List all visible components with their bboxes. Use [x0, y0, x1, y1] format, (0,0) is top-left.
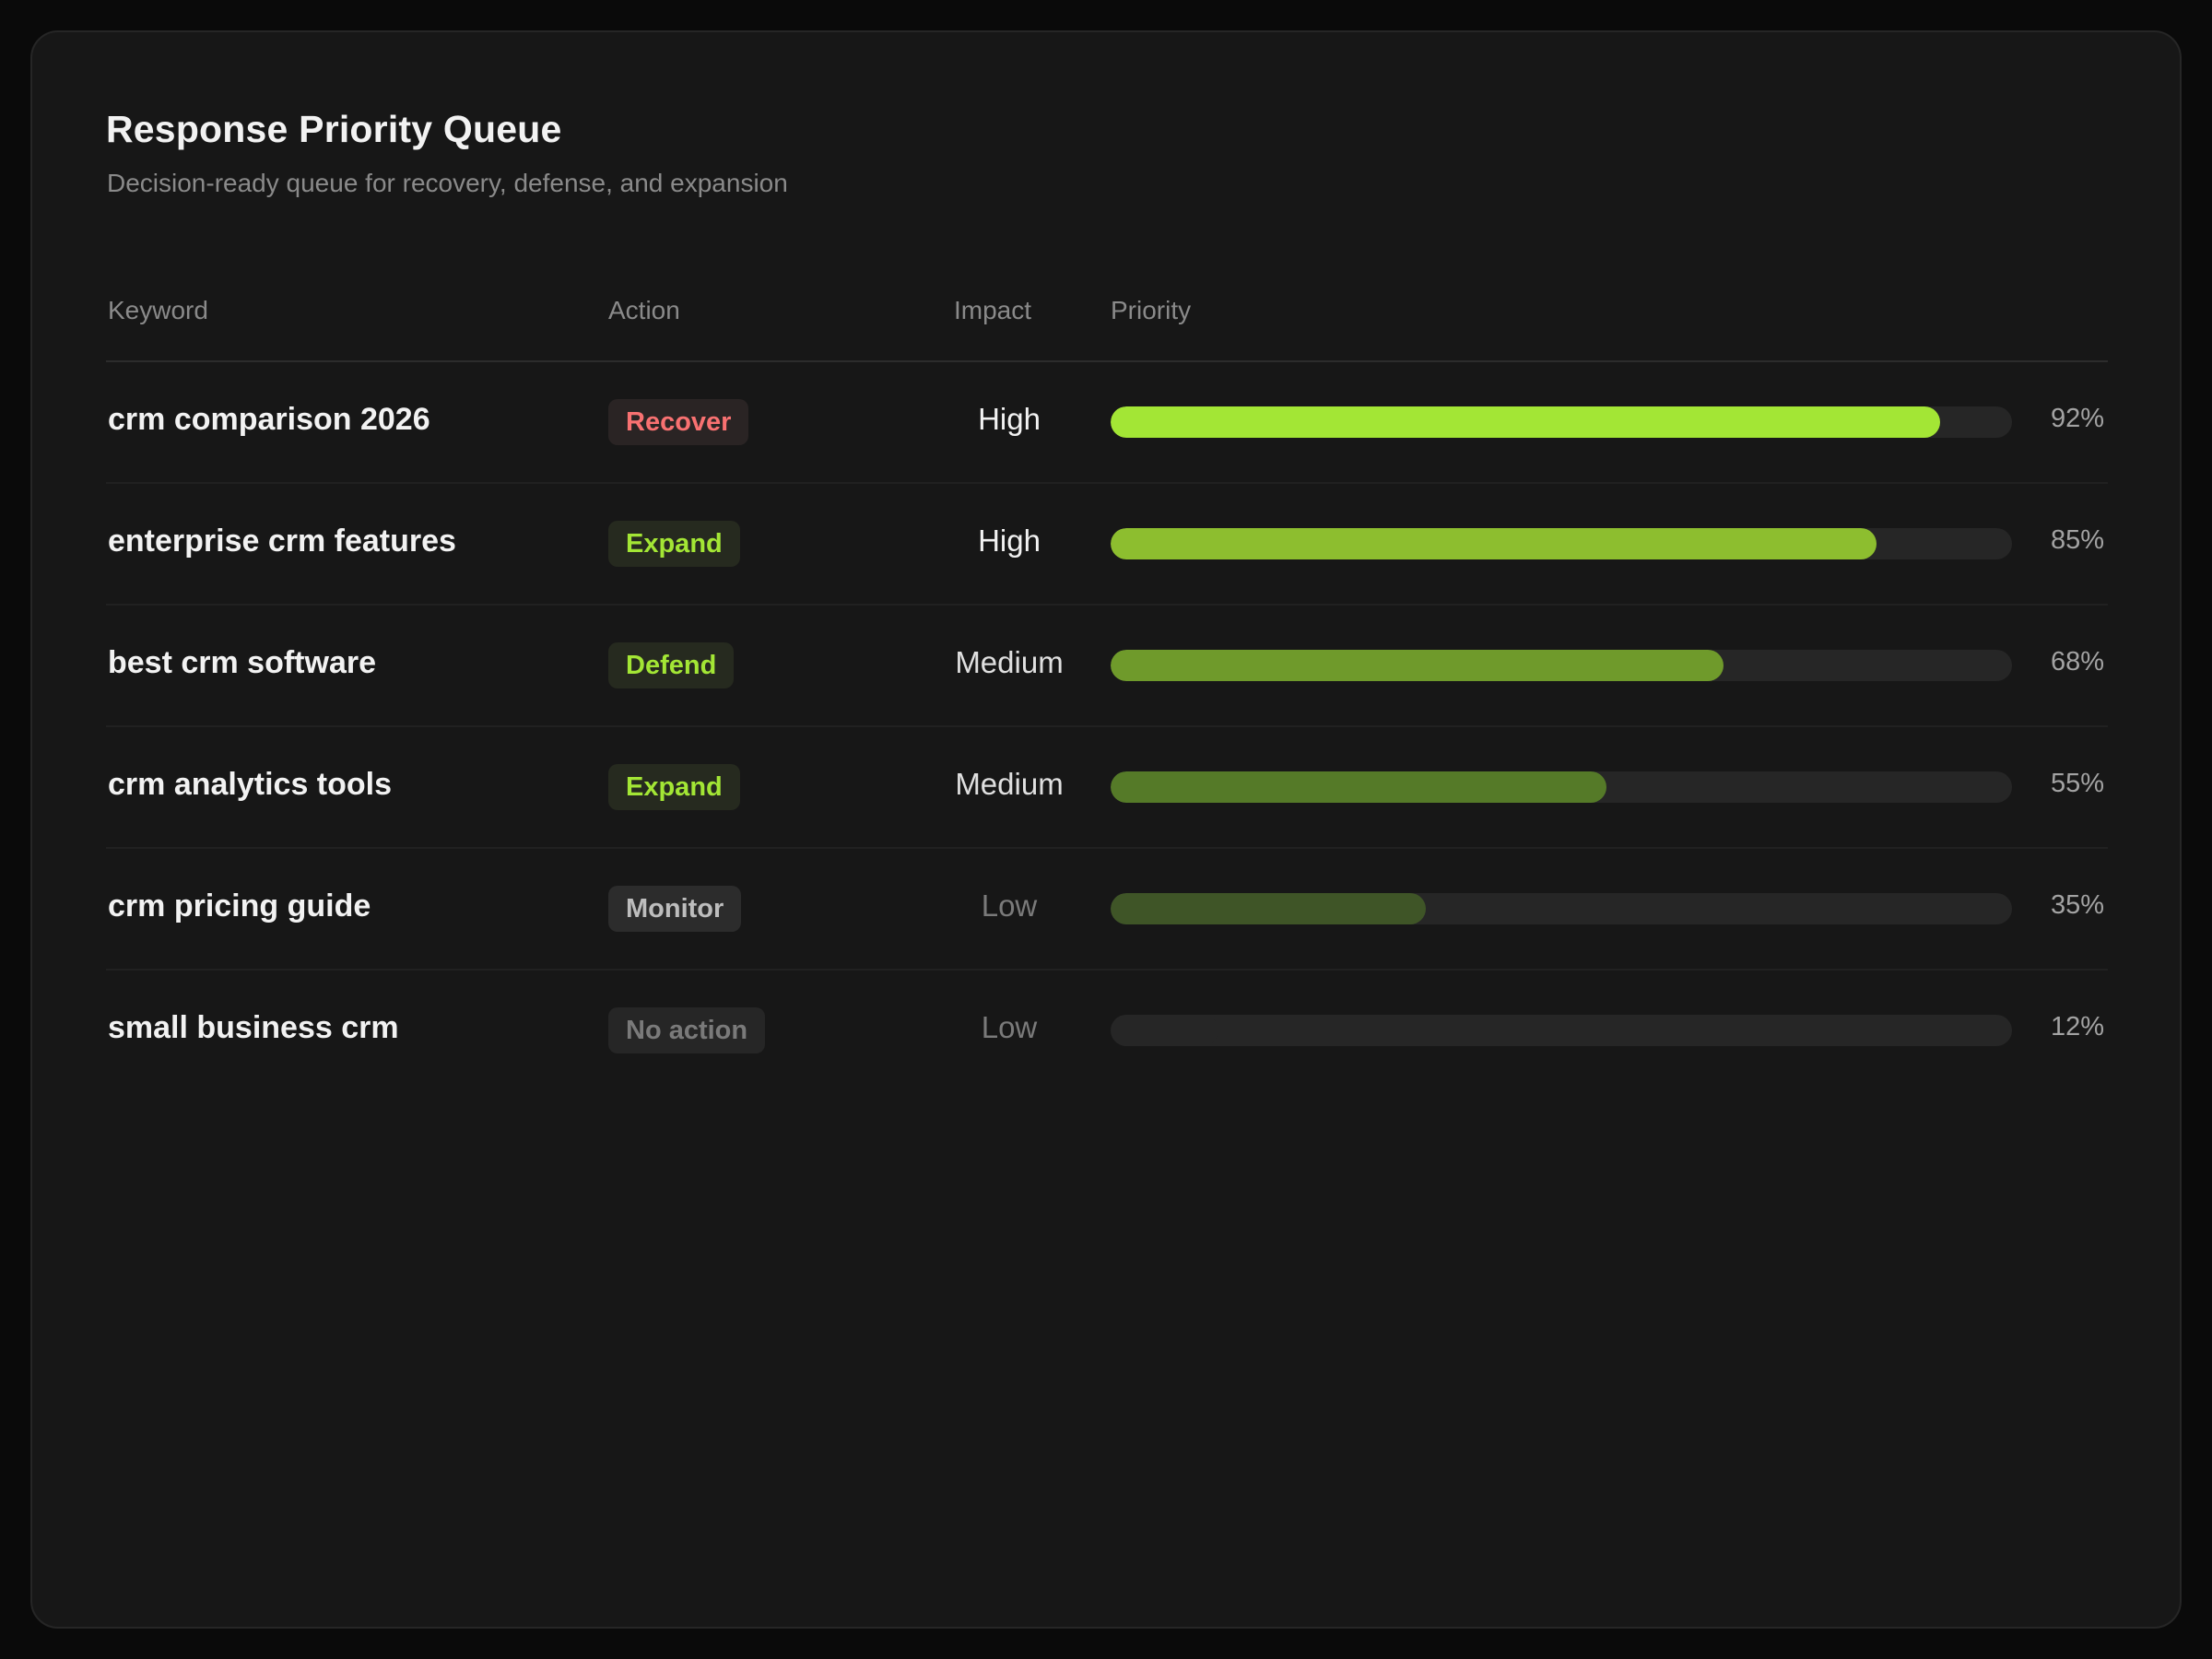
priority-bar-track [1111, 771, 2012, 803]
action-badge[interactable]: Expand [608, 764, 740, 810]
impact-cell: Low [981, 1010, 1038, 1044]
priority-table: Keyword Action Impact Priority crm compa… [106, 276, 2108, 1090]
priority-percent: 35% [2050, 890, 2104, 920]
action-badge[interactable]: Defend [608, 642, 735, 688]
column-header-priority[interactable]: Priority [1111, 296, 1192, 324]
priority-bar-fill [1111, 1015, 1219, 1046]
keyword-cell: crm pricing guide [108, 888, 371, 924]
action-badge[interactable]: Recover [608, 399, 749, 445]
table-row[interactable]: best crm software Defend Medium 68% [106, 606, 2108, 727]
priority-bar-fill [1111, 650, 1724, 681]
impact-cell: High [978, 524, 1041, 558]
keyword-cell: crm analytics tools [108, 767, 393, 802]
keyword-cell: enterprise crm features [108, 524, 456, 559]
column-header-impact[interactable]: Impact [954, 296, 1032, 324]
column-header-keyword[interactable]: Keyword [108, 296, 208, 324]
column-header-action[interactable]: Action [608, 296, 680, 324]
priority-bar-fill [1111, 771, 1606, 803]
keyword-cell: small business crm [108, 1010, 399, 1045]
priority-bar-track [1111, 893, 2012, 924]
panel-title: Response Priority Queue [106, 108, 562, 150]
table-row[interactable]: crm pricing guide Monitor Low 35% [106, 849, 2108, 971]
priority-queue-card: Response Priority Queue Decision-ready q… [30, 30, 2182, 1629]
table-row[interactable]: enterprise crm features Expand High 85% [106, 484, 2108, 606]
impact-cell: High [978, 402, 1041, 436]
table-row[interactable]: crm comparison 2026 Recover High 92% [106, 362, 2108, 484]
table-row[interactable]: small business crm No action Low 12% [106, 971, 2108, 1090]
keyword-cell: best crm software [108, 645, 376, 680]
priority-percent: 85% [2050, 525, 2104, 555]
priority-bar-track [1111, 1015, 2012, 1046]
priority-bar-track [1111, 406, 2012, 438]
priority-percent: 92% [2050, 404, 2104, 433]
priority-percent: 68% [2050, 647, 2104, 677]
panel-subtitle: Decision-ready queue for recovery, defen… [107, 169, 788, 197]
table-header: Keyword Action Impact Priority [106, 276, 2108, 362]
keyword-cell: crm comparison 2026 [108, 402, 430, 437]
impact-cell: Medium [955, 645, 1064, 679]
table-row[interactable]: crm analytics tools Expand Medium 55% [106, 727, 2108, 849]
priority-bar-fill [1111, 528, 1877, 559]
impact-cell: Low [981, 888, 1038, 923]
action-badge[interactable]: Monitor [608, 886, 742, 932]
priority-percent: 12% [2050, 1012, 2104, 1041]
priority-bar-track [1111, 528, 2012, 559]
action-badge[interactable]: No action [608, 1007, 766, 1053]
priority-percent: 55% [2050, 769, 2104, 798]
priority-bar-fill [1111, 406, 1940, 438]
priority-bar-fill [1111, 893, 1427, 924]
priority-bar-track [1111, 650, 2012, 681]
action-badge[interactable]: Expand [608, 521, 740, 567]
impact-cell: Medium [955, 767, 1064, 801]
